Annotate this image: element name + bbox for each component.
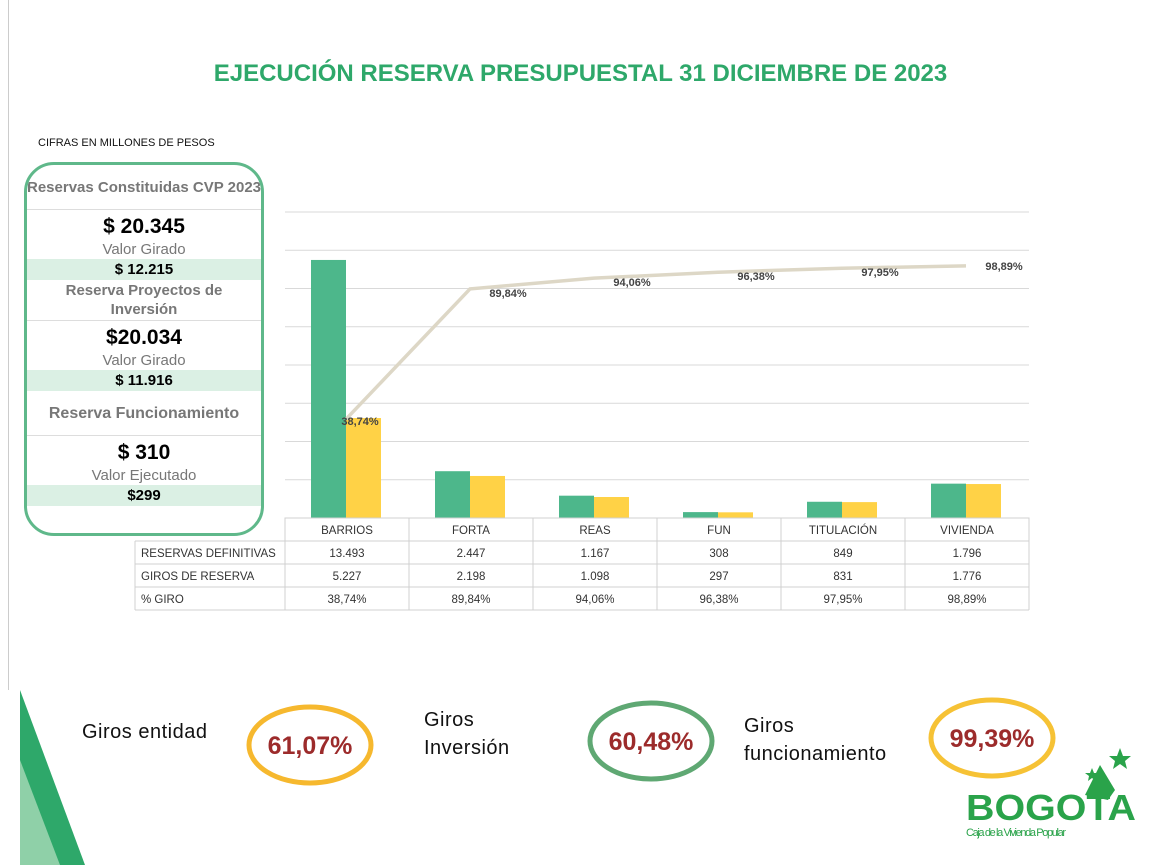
indicator-ring (587, 700, 715, 782)
logo-subtitle: Caja de la Vivienda Popular (966, 827, 1066, 839)
logo-star (1109, 748, 1131, 769)
indicator-ring (246, 704, 374, 786)
bar (931, 483, 966, 518)
bar (683, 512, 718, 518)
x-tick-label: FUN (707, 525, 731, 537)
table-cell: 831 (833, 571, 852, 583)
table-cell: 1.167 (581, 548, 610, 560)
note: CIFRAS EN MILLONES DE PESOS (38, 137, 215, 149)
x-tick-label: REAS (579, 525, 611, 537)
table-cell: 97,95% (823, 594, 862, 606)
table-cell: 1.796 (953, 548, 982, 560)
logo-star (1085, 765, 1115, 800)
logo-name: BOGOTA (966, 787, 1136, 828)
table-cell: 2.447 (457, 548, 486, 560)
bar (435, 471, 470, 518)
table-cell: 1.098 (581, 571, 610, 583)
indicator-label: Giros entidad (82, 721, 208, 743)
table-row-label: RESERVAS DEFINITIVAS (141, 548, 276, 560)
table-cell: 98,89% (947, 594, 986, 606)
decor-triangle (20, 760, 60, 865)
bar (470, 475, 505, 518)
summary-panel: Reservas Constituidas CVP 2023 $ 20.345 … (24, 162, 264, 536)
bar (842, 502, 877, 518)
edge (8, 0, 9, 690)
line-series (344, 264, 967, 421)
bar (807, 501, 842, 518)
indicator-value: 99,39% (950, 725, 1035, 753)
bar (718, 512, 753, 518)
line-label: 38,74% (341, 416, 379, 428)
line-label: 89,84% (489, 288, 527, 300)
summary-label: Reservas Constituidas CVP 2023 (27, 165, 261, 210)
table-cell: 13.493 (329, 548, 364, 560)
summary-sub-label: Valor Girado (102, 241, 186, 258)
x-tick-label: VIVIENDA (940, 525, 994, 537)
summary-sub-label: Valor Girado (102, 352, 186, 369)
indicator-label: Giros Inversión (424, 709, 510, 759)
x-tick-label: FORTA (452, 525, 490, 537)
table-cell: 5.227 (333, 571, 362, 583)
table-cell: 38,74% (327, 594, 366, 606)
line-label: 96,38% (737, 271, 775, 283)
table-cell: 1.776 (953, 571, 982, 583)
table-cell: 89,84% (451, 594, 490, 606)
indicator-label: Giros funcionamiento (744, 715, 887, 765)
summary-label: Reserva Funcionamiento (27, 391, 261, 436)
bar (966, 484, 1001, 518)
table-cell: 96,38% (699, 594, 738, 606)
bar (559, 495, 594, 518)
table-cell: 94,06% (575, 594, 614, 606)
indicator-ring (928, 697, 1056, 779)
summary-sub-label: Valor Ejecutado (91, 467, 197, 484)
table-cell: 308 (709, 548, 728, 560)
summary-sub-value: $ 11.916 (27, 370, 261, 391)
table-row-label: GIROS DE RESERVA (141, 571, 255, 583)
table-cell: 2.198 (457, 571, 486, 583)
x-tick-label: TITULACIÓN (809, 524, 877, 537)
bar (594, 497, 629, 518)
bar (311, 259, 346, 518)
summary-sub-value: $ 12.215 (27, 259, 261, 280)
summary-value: $ 310 (117, 441, 171, 464)
line-label: 98,89% (985, 261, 1023, 273)
title: EJECUCIÓN RESERVA PRESUPUESTAL 31 DICIEM… (213, 60, 948, 87)
table-row-label: % GIRO (141, 594, 184, 606)
summary-label: Reserva Proyectos de Inversión (27, 280, 261, 321)
indicator-value: 61,07% (268, 732, 353, 760)
logo-star (1085, 768, 1099, 781)
bar (346, 418, 381, 518)
indicator-value: 60,48% (609, 728, 694, 756)
summary-sub-value: $299 (27, 485, 261, 506)
summary-value: $ 20.345 (103, 215, 185, 238)
summary-value: $20.034 (106, 326, 182, 349)
x-tick-label: BARRIOS (321, 525, 373, 537)
line-label: 97,95% (861, 267, 899, 279)
line-label: 94,06% (613, 277, 651, 289)
table-cell: 297 (709, 571, 728, 583)
table-cell: 849 (833, 548, 852, 560)
